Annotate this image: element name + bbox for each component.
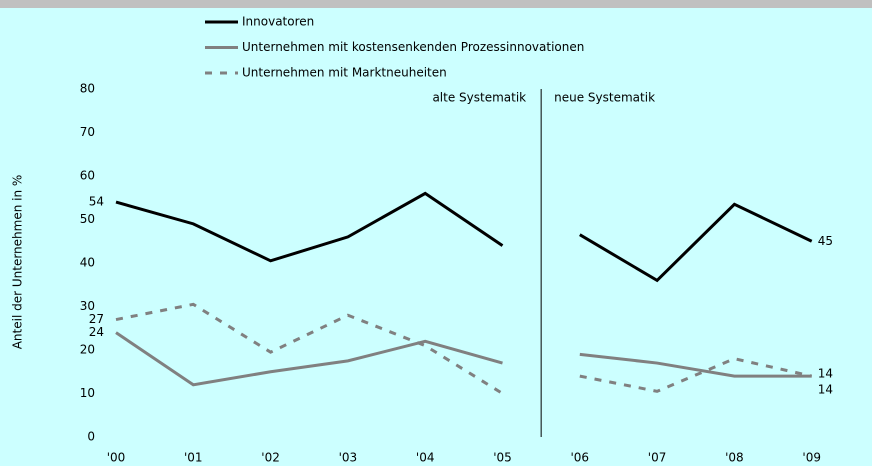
series-line <box>115 302 504 395</box>
series-line <box>579 357 813 393</box>
y-tick-label: 70 <box>80 125 95 139</box>
y-tick-label: 40 <box>80 256 95 270</box>
data-label: 24 <box>89 325 104 339</box>
top-bar <box>0 0 872 8</box>
y-tick-label: 30 <box>80 299 95 313</box>
series-line <box>579 352 812 378</box>
x-tick-label: '07 <box>648 451 667 465</box>
divider-label: alte Systematik <box>432 91 526 105</box>
y-tick-label: 10 <box>80 386 95 400</box>
y-tick-label: 80 <box>80 82 95 96</box>
legend-label: Unternehmen mit Marktneuheiten <box>242 66 447 80</box>
x-tick-label: '04 <box>416 451 435 465</box>
series-line <box>115 331 503 387</box>
x-tick-label: '08 <box>725 451 744 465</box>
data-label: 54 <box>89 195 104 209</box>
data-label: 14 <box>818 383 833 397</box>
y-tick-label: 0 <box>87 430 95 444</box>
y-tick-label: 20 <box>80 343 95 357</box>
x-tick-label: '03 <box>339 451 358 465</box>
series-line <box>115 191 504 263</box>
data-label: 14 <box>818 367 833 381</box>
x-tick-label: '00 <box>107 451 126 465</box>
data-label: 27 <box>89 312 104 326</box>
series-line <box>579 202 813 283</box>
data-label: 45 <box>818 234 833 248</box>
x-tick-label: '09 <box>802 451 821 465</box>
x-tick-label: '02 <box>261 451 280 465</box>
divider-label: neue Systematik <box>554 91 655 105</box>
x-tick-label: '06 <box>571 451 590 465</box>
legend-label: Innovatoren <box>242 15 314 29</box>
y-tick-label: 50 <box>80 212 95 226</box>
y-tick-label: 60 <box>80 169 95 183</box>
x-tick-label: '05 <box>493 451 512 465</box>
y-axis-title: Anteil der Unternehmen in % <box>11 175 25 350</box>
x-tick-label: '01 <box>184 451 203 465</box>
legend-label: Unternehmen mit kostensenkenden Prozessi… <box>242 40 584 54</box>
